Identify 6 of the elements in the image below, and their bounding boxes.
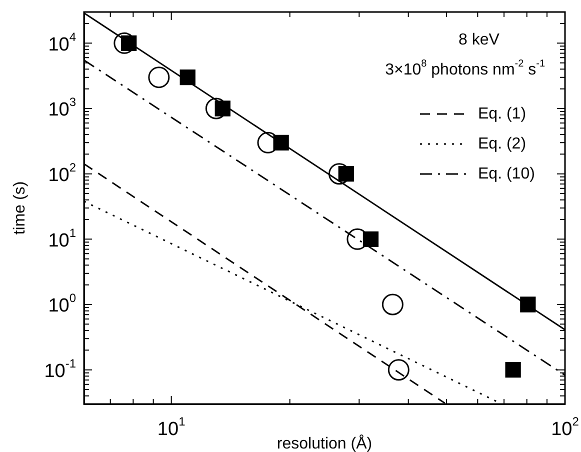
annotation: 8 keV [458,31,500,48]
legend-label: Eq. (10) [478,165,535,182]
y-axis-title: time (s) [11,181,28,235]
legend-label: Eq. (1) [478,105,526,122]
legend-label: Eq. (2) [478,135,526,152]
x-axis-title: resolution (Å) [276,434,372,452]
